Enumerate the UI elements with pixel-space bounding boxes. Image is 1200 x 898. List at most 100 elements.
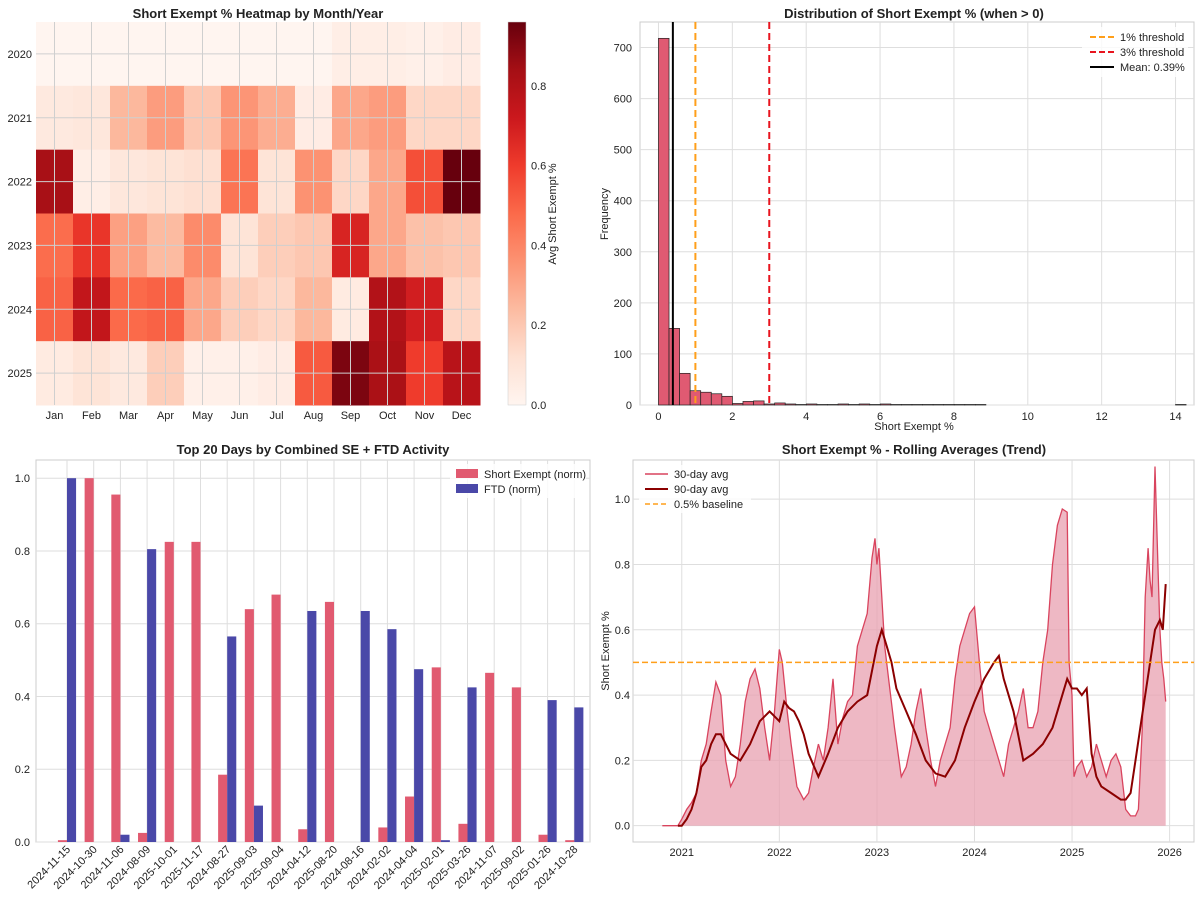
- legend-90d-label: 90-day avg: [674, 484, 728, 496]
- rolling-90d-line: [677, 584, 1167, 827]
- colorbar-tick: 0.4: [531, 240, 546, 252]
- colorbar-label: Avg Short Exempt %: [547, 163, 559, 265]
- histogram-x-tick: 8: [951, 411, 957, 423]
- rolling-x-tick: 2025: [1060, 847, 1084, 859]
- rolling-y-tick: 0.4: [615, 690, 630, 702]
- top-days-bar-se: [538, 834, 548, 842]
- histogram-bar: [795, 404, 807, 406]
- rolling-x-ticks: 2021 2022 2023 2024 2025 2026: [670, 847, 1182, 859]
- heatmap-y-tick: 2021: [8, 113, 32, 125]
- histogram-ylabel: Frequency: [599, 188, 611, 240]
- top-days-bar-ftd: [120, 834, 130, 842]
- histogram-xlabel: Short Exempt %: [874, 421, 954, 433]
- rolling-x-tick: 2022: [767, 847, 791, 859]
- histogram-x-tick: 2: [729, 411, 735, 423]
- histogram-x-tick: 10: [1022, 411, 1034, 423]
- rolling-y-tick: 0.2: [615, 755, 630, 767]
- heatmap-x-tick: Feb: [82, 410, 101, 422]
- top-days-bar-se: [138, 832, 148, 842]
- top-days-bar-ftd: [253, 805, 263, 842]
- legend-mean-label: Mean: 0.39%: [1120, 62, 1185, 74]
- histogram-bar: [932, 404, 945, 406]
- heatmap-y-tick: 2020: [8, 49, 32, 61]
- heatmap-y-tick: 2025: [8, 368, 32, 380]
- histogram-bar: [943, 404, 955, 406]
- histogram-bar: [742, 401, 754, 406]
- top-days-y-tick: 0.2: [15, 764, 30, 776]
- top-days-bar-ftd: [467, 687, 477, 842]
- top-days-bar-se: [271, 594, 281, 842]
- rolling-x-tick: 2021: [670, 847, 694, 859]
- histogram-title: Distribution of Short Exempt % (when > 0…: [784, 6, 1044, 21]
- top-days-y-tick: 1.0: [15, 473, 30, 485]
- histogram-y-tick: 0: [626, 400, 632, 412]
- histogram-bars: [658, 37, 1187, 406]
- histogram-bar: [700, 391, 712, 406]
- histogram-legend: 1% threshold 3% threshold Mean: 0.39%: [1082, 27, 1188, 77]
- legend-baseline-label: 0.5% baseline: [674, 499, 743, 511]
- rolling-x-tick: 2023: [865, 847, 889, 859]
- histogram-x-tick: 6: [877, 411, 883, 423]
- top-days-bar-se: [565, 840, 575, 842]
- top-days-bar-se: [324, 601, 334, 842]
- histogram-y-tick: 300: [614, 247, 632, 259]
- histogram-panel: Distribution of Short Exempt % (when > 0…: [599, 6, 1195, 433]
- top-days-bars: [57, 478, 584, 842]
- top-days-y-tick: 0.0: [15, 837, 30, 849]
- histogram-bar: [658, 37, 670, 406]
- heatmap-y-tick: 2023: [8, 240, 32, 252]
- histogram-bar: [774, 402, 786, 406]
- top-days-y-tick: 0.6: [15, 619, 30, 631]
- rolling-ylabel: Short Exempt %: [600, 611, 612, 691]
- top-days-bar-se: [458, 823, 468, 842]
- colorbar-tick: 0.8: [531, 81, 546, 93]
- heatmap-cells: [36, 22, 481, 406]
- top-days-bar-se: [191, 541, 201, 842]
- heatmap-y-tick: 2022: [8, 177, 32, 189]
- histogram-grid: [640, 22, 1194, 406]
- top-days-bar-se: [378, 827, 388, 842]
- heatmap-title: Short Exempt % Heatmap by Month/Year: [133, 6, 384, 21]
- histogram-bar: [869, 404, 881, 406]
- rolling-30d-line: [662, 466, 1167, 827]
- histogram-bar: [732, 403, 744, 406]
- histogram-bar: [911, 404, 923, 406]
- heatmap-y-tick: 2024: [8, 304, 32, 316]
- histogram-x-tick: 14: [1169, 411, 1181, 423]
- top-days-bar-ftd: [67, 478, 77, 842]
- histogram-bar: [805, 403, 818, 406]
- histogram-bar: [784, 403, 797, 406]
- heatmap-x-tick: Jan: [46, 410, 64, 422]
- legend-ftd-label: FTD (norm): [484, 484, 541, 496]
- histogram-y-tick: 200: [614, 298, 632, 310]
- top-days-bar-ftd: [307, 610, 317, 842]
- histogram-x-ticks: 0 2 4 6 8 10 12 14: [655, 411, 1181, 423]
- top-days-bar-ftd: [414, 669, 424, 842]
- histogram-bar: [922, 404, 934, 406]
- histogram-threshold-lines: [671, 22, 771, 405]
- top-days-bar-se: [218, 774, 228, 842]
- top-days-bar-se: [111, 494, 121, 842]
- histogram-bar: [953, 404, 966, 406]
- top-days-bar-ftd: [574, 707, 584, 842]
- histogram-bar: [816, 404, 828, 406]
- colorbar: [507, 21, 527, 406]
- heatmap-y-ticks: 2020 2021 2022 2023 2024 2025: [8, 49, 32, 380]
- legend-3pct-label: 3% threshold: [1120, 47, 1184, 59]
- histogram-bar: [1175, 404, 1187, 406]
- rolling-x-tick: 2024: [962, 847, 986, 859]
- top-days-bar-se: [298, 829, 308, 842]
- rolling-title: Short Exempt % - Rolling Averages (Trend…: [782, 442, 1046, 457]
- histogram-bar: [848, 404, 860, 406]
- heatmap-x-tick: Apr: [157, 410, 174, 422]
- heatmap-x-tick: Nov: [415, 410, 435, 422]
- top-days-panel: Top 20 Days by Combined SE + FTD Activit…: [15, 442, 591, 892]
- rolling-frame: [632, 459, 1195, 843]
- histogram-bar: [763, 403, 776, 406]
- legend-se-swatch: [456, 469, 478, 478]
- histogram-bar: [975, 404, 987, 406]
- legend-se-label: Short Exempt (norm): [484, 469, 586, 481]
- histogram-x-tick: 0: [655, 411, 661, 423]
- legend-ftd-swatch: [456, 484, 478, 493]
- top-days-x-ticks: 2024-11-152024-10-302024-11-062024-08-09…: [25, 844, 580, 892]
